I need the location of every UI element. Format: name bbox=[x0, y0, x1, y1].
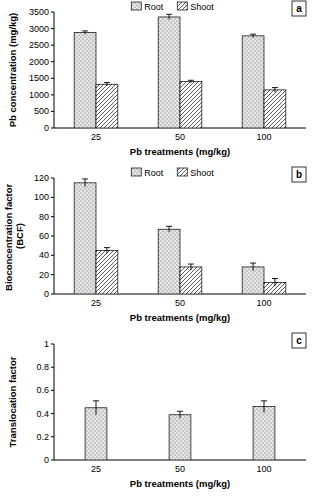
y-tick-label: 0 bbox=[44, 455, 49, 465]
error-bar bbox=[82, 179, 88, 187]
y-tick-label: 3000 bbox=[29, 24, 49, 34]
y-tick-label: 1 bbox=[44, 339, 49, 349]
y-tick-label: 2500 bbox=[29, 40, 49, 50]
bar bbox=[180, 267, 202, 294]
y-axis bbox=[54, 178, 55, 294]
y-axis bbox=[54, 344, 55, 460]
legend-swatch bbox=[131, 168, 141, 176]
y-tick-label: 0.8 bbox=[36, 362, 49, 372]
error-bar bbox=[250, 263, 256, 271]
bar bbox=[158, 229, 180, 294]
bar bbox=[96, 251, 118, 295]
error-bar bbox=[104, 83, 110, 86]
legend-swatch bbox=[131, 2, 141, 10]
plot-area bbox=[85, 401, 275, 460]
bar bbox=[253, 407, 275, 460]
x-tick-label: 50 bbox=[175, 464, 185, 474]
panel-label: c bbox=[296, 335, 302, 346]
x-tick-label: 25 bbox=[91, 464, 101, 474]
error-bar bbox=[188, 264, 194, 270]
legend-label: Root bbox=[144, 168, 164, 178]
legend-label: Root bbox=[144, 2, 164, 12]
panel-label-box bbox=[292, 1, 306, 16]
panel-label-box bbox=[292, 167, 306, 182]
plot-area bbox=[74, 14, 286, 128]
x-axis-label: Pb treatments (mg/kg) bbox=[130, 146, 230, 157]
figure: 05001000150020002500300035002550100Pb tr… bbox=[0, 0, 320, 500]
legend-label: Shoot bbox=[190, 168, 214, 178]
x-tick-label: 50 bbox=[175, 298, 185, 308]
y-tick-label: 500 bbox=[34, 106, 49, 116]
y-tick-label: 1500 bbox=[29, 73, 49, 83]
y-tick-label: 0.2 bbox=[36, 432, 49, 442]
y-tick-label: 60 bbox=[39, 231, 49, 241]
bar bbox=[96, 84, 118, 128]
error-bar bbox=[261, 401, 267, 413]
error-bar bbox=[272, 279, 278, 287]
bar bbox=[74, 183, 96, 294]
x-axis-label: Pb treatments (mg/kg) bbox=[130, 312, 230, 323]
y-tick-label: 120 bbox=[34, 173, 49, 183]
y-tick-label: 0.4 bbox=[36, 409, 49, 419]
error-bar bbox=[177, 411, 183, 418]
y-tick-label: 40 bbox=[39, 250, 49, 260]
legend-swatch bbox=[177, 2, 187, 10]
x-tick-label: 100 bbox=[256, 298, 271, 308]
y-axis-label: Pb concentration (mg/kg) bbox=[7, 13, 18, 128]
error-bar bbox=[188, 80, 194, 83]
panel-label-box bbox=[292, 333, 306, 348]
panel: 0 500 1000 1500 2000 2500 3000 3500 25 50 100 Pb tr… bbox=[7, 1, 306, 157]
x-tick-label: 25 bbox=[91, 132, 101, 142]
bar bbox=[169, 415, 191, 460]
bar bbox=[264, 90, 286, 128]
bar bbox=[85, 408, 107, 460]
bar bbox=[242, 267, 264, 294]
bar bbox=[242, 36, 264, 128]
y-tick-label: 0 bbox=[44, 289, 49, 299]
plot-area bbox=[74, 179, 286, 294]
x-tick-label: 100 bbox=[256, 464, 271, 474]
error-bar bbox=[166, 226, 172, 232]
legend: Root Shoot bbox=[131, 168, 214, 178]
legend: Root Shoot bbox=[131, 2, 214, 12]
panel: 0 20 40 60 80 100 120 25 50 100 Pb treatments (mg/… bbox=[3, 167, 306, 323]
error-bar bbox=[250, 34, 256, 37]
bar bbox=[158, 17, 180, 128]
panel: 0 0.2 0.4 0.6 0.8 1 25 50 100 Pb treatments (mg/k… bbox=[7, 333, 306, 489]
bar bbox=[74, 33, 96, 128]
y-tick-label: 2000 bbox=[29, 57, 49, 67]
y-tick-label: 3500 bbox=[29, 7, 49, 17]
error-bar bbox=[166, 14, 172, 19]
error-bar bbox=[93, 401, 99, 415]
y-axis-label: Translocation factor bbox=[7, 356, 18, 447]
legend-swatch bbox=[177, 168, 187, 176]
panel-label: b bbox=[296, 169, 302, 180]
y-tick-label: 0 bbox=[44, 123, 49, 133]
error-bar bbox=[104, 248, 110, 254]
y-axis-label: Bioconcentration factor (BCF) bbox=[3, 181, 25, 291]
error-bar bbox=[272, 88, 278, 93]
x-tick-label: 100 bbox=[256, 132, 271, 142]
x-tick-label: 50 bbox=[175, 132, 185, 142]
legend-label: Shoot bbox=[190, 2, 214, 12]
y-tick-label: 100 bbox=[34, 192, 49, 202]
y-tick-label: 0.6 bbox=[36, 385, 49, 395]
panel-label: a bbox=[296, 3, 302, 14]
y-axis bbox=[54, 12, 55, 128]
y-tick-label: 80 bbox=[39, 212, 49, 222]
error-bar bbox=[82, 31, 88, 34]
y-tick-label: 20 bbox=[39, 270, 49, 280]
x-axis-label: Pb treatments (mg/kg) bbox=[130, 478, 230, 489]
x-tick-label: 25 bbox=[91, 298, 101, 308]
bar bbox=[180, 82, 202, 128]
y-tick-label: 1000 bbox=[29, 90, 49, 100]
